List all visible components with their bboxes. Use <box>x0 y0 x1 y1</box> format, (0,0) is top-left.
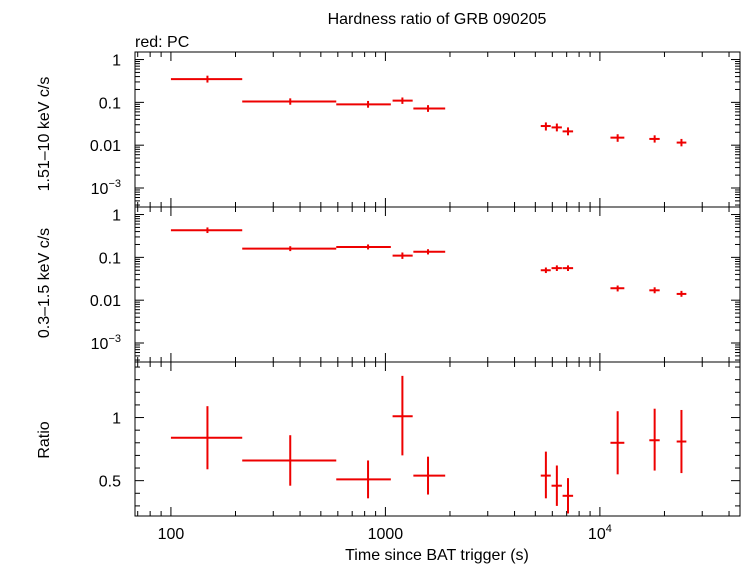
data-point-ratio <box>170 406 243 470</box>
data-point-hard <box>540 122 551 131</box>
data-point-hard <box>242 98 337 105</box>
panel-frame-hard <box>134 51 741 208</box>
chart-panels: 10.10.0110−310.10.0110−310.5100100010410… <box>90 51 741 543</box>
data-point-ratio <box>336 460 391 499</box>
data-point-soft <box>540 267 551 274</box>
data-point-ratio <box>540 451 551 499</box>
data-point-soft <box>610 285 625 292</box>
y-axis-label-hard: 1.51–10 keV c/s <box>36 77 53 192</box>
data-point-hard <box>649 135 660 143</box>
y-tick-label-soft: 0.1 <box>99 250 121 267</box>
data-point-soft <box>551 265 562 272</box>
data-point-ratio <box>676 409 687 474</box>
x-axis-label: Time since BAT trigger (s) <box>345 547 529 564</box>
y-tick-label-ratio: 1 <box>112 411 121 428</box>
y-axis-label-ratio: Ratio <box>36 421 53 458</box>
y-tick-label-hard: 0.01 <box>90 138 121 155</box>
data-point-ratio <box>649 408 660 471</box>
data-point-hard <box>551 123 562 132</box>
data-point-soft <box>336 244 391 250</box>
data-point-soft <box>413 249 446 255</box>
y-tick-label-hard: 1 <box>112 53 121 70</box>
data-point-soft <box>676 290 687 297</box>
x-tick-label: 1000 <box>368 526 404 543</box>
chart-title: Hardness ratio of GRB 090205 <box>328 11 547 28</box>
chart-subtitle: red: PC <box>135 34 189 51</box>
y-tick-label-soft: 1 <box>112 208 121 225</box>
data-point-ratio <box>562 478 574 514</box>
data-point-ratio <box>392 375 413 456</box>
panel-frame-ratio <box>134 361 741 517</box>
y-tick-label-hard: 0.1 <box>99 95 121 112</box>
data-point-soft <box>242 246 337 252</box>
data-point-soft <box>170 227 243 234</box>
data-point-ratio <box>551 465 562 506</box>
y-tick-label-soft: 0.01 <box>90 293 121 310</box>
y-axis-label-soft: 0.3–1.5 keV c/s <box>36 228 53 338</box>
data-point-hard <box>413 105 446 112</box>
data-point-ratio <box>413 456 446 495</box>
data-point-hard <box>170 75 243 83</box>
y-tick-label-hard: 10−3 <box>91 178 121 198</box>
data-point-hard <box>336 100 391 108</box>
y-tick-label-ratio: 0.5 <box>99 474 121 491</box>
data-point-hard <box>562 127 574 136</box>
data-point-soft <box>562 265 574 272</box>
data-point-ratio <box>242 435 337 486</box>
data-point-hard <box>610 134 625 142</box>
data-point-hard <box>392 97 413 104</box>
x-tick-label: 104 <box>588 523 612 543</box>
data-point-ratio <box>610 411 625 475</box>
data-point-soft <box>392 252 413 259</box>
data-point-soft <box>649 287 660 294</box>
data-point-hard <box>676 138 687 147</box>
x-tick-label: 100 <box>158 526 185 543</box>
y-tick-label-soft: 10−3 <box>91 333 121 353</box>
